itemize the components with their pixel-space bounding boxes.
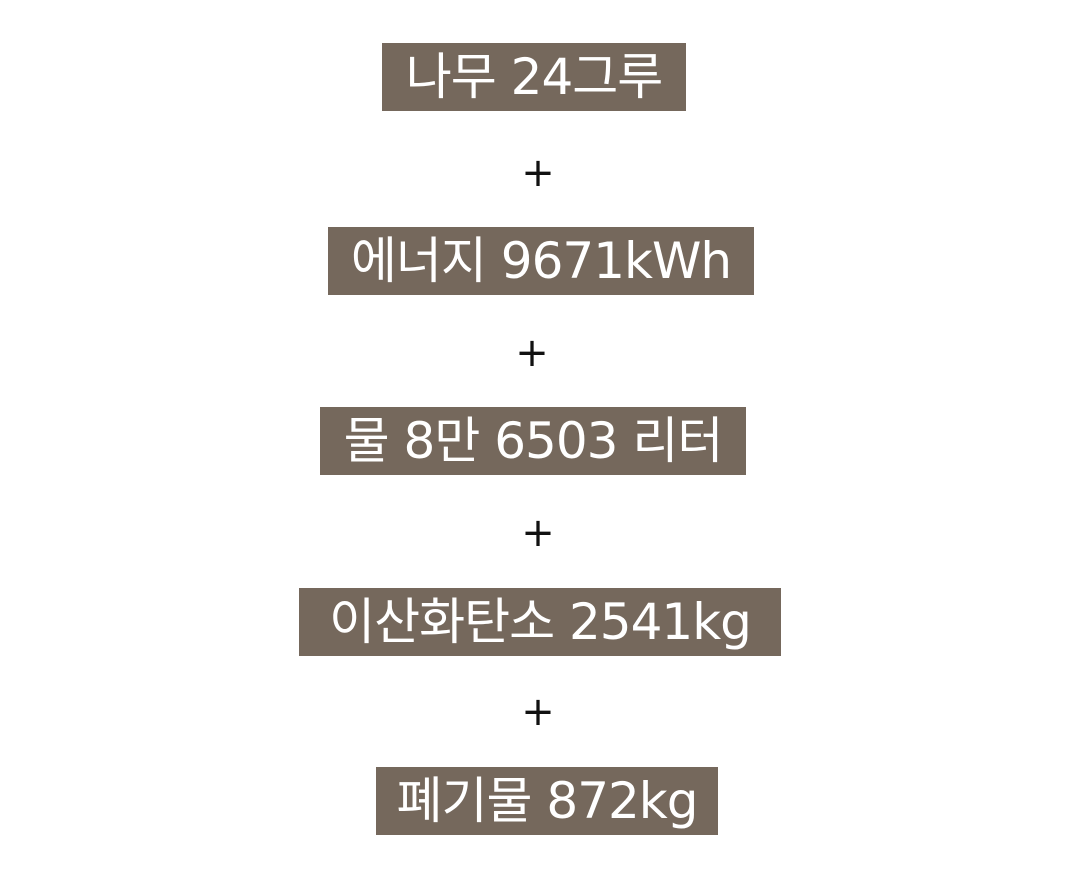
label-water: 물 8만 6503 리터 — [320, 407, 746, 475]
plus-sign: + — [521, 150, 555, 196]
plus-sign: + — [521, 689, 555, 735]
label-waste: 폐기물 872kg — [376, 767, 718, 835]
label-trees: 나무 24그루 — [382, 43, 686, 111]
label-co2: 이산화탄소 2541kg — [299, 588, 781, 656]
plus-sign: + — [515, 330, 549, 376]
plus-sign: + — [521, 510, 555, 556]
label-energy: 에너지 9671kWh — [328, 227, 754, 295]
